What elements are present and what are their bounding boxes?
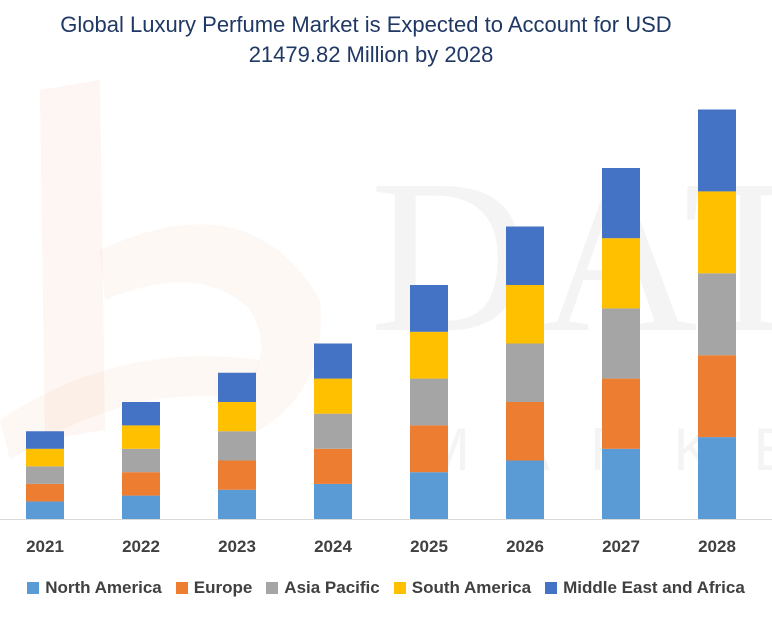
bar-north-america-2025 <box>410 472 448 519</box>
bar-south-america-2023 <box>218 402 256 432</box>
bar-south-america-2022 <box>122 425 160 449</box>
stacked-bar-chart: 2021 2022 2023 2024 2025 2026 2027 2028 <box>0 109 772 556</box>
bar-europe-2028 <box>698 355 736 438</box>
bar-europe-2027 <box>602 378 640 449</box>
legend-swatch-europe <box>175 582 188 594</box>
bar-europe-2025 <box>410 425 448 473</box>
bar-europe-2021 <box>26 483 64 502</box>
bar-europe-2026 <box>506 402 544 461</box>
bar-north-america-2028 <box>698 437 736 519</box>
bar-south-america-2028 <box>698 191 736 274</box>
bar-middle-east-and-africa-2026 <box>506 226 544 285</box>
bar-middle-east-and-africa-2021 <box>26 431 64 449</box>
bar-north-america-2027 <box>602 448 640 519</box>
bar-europe-2024 <box>314 448 352 484</box>
legend-swatch-middle-east-and-africa <box>545 582 558 594</box>
legend-swatch-north-america <box>27 582 40 594</box>
bar-north-america-2021 <box>26 501 64 519</box>
chart-title-line2: 21479.82 Million by 2028 <box>248 42 494 67</box>
legend-label-europe: Europe <box>193 578 253 597</box>
legend-item-asia-pacific: Asia Pacific <box>266 578 380 598</box>
x-tick-label-2025: 2025 <box>410 537 448 556</box>
x-tick-label-2026: 2026 <box>506 537 544 556</box>
bar-north-america-2022 <box>122 495 160 519</box>
bar-asia-pacific-2025 <box>410 378 448 426</box>
chart-title: Global Luxury Perfume Market is Expected… <box>0 10 772 70</box>
x-tick-label-2021: 2021 <box>26 537 64 556</box>
bar-asia-pacific-2024 <box>314 413 352 449</box>
bar-middle-east-and-africa-2028 <box>698 109 736 192</box>
x-tick-label-2022: 2022 <box>122 537 160 556</box>
bar-south-america-2024 <box>314 378 352 414</box>
x-tick-label-2023: 2023 <box>218 537 256 556</box>
bar-south-america-2026 <box>506 285 544 344</box>
bar-asia-pacific-2021 <box>26 466 64 484</box>
bar-north-america-2026 <box>506 460 544 519</box>
x-tick-label-2024: 2024 <box>314 537 352 556</box>
legend-item-middle-east-and-africa: Middle East and Africa <box>545 578 745 598</box>
bar-europe-2022 <box>122 472 160 496</box>
bar-asia-pacific-2022 <box>122 448 160 473</box>
chart-title-line1: Global Luxury Perfume Market is Expected… <box>60 12 672 37</box>
legend-label-asia-pacific: Asia Pacific <box>284 578 380 597</box>
bar-south-america-2027 <box>602 238 640 309</box>
legend-label-north-america: North America <box>45 578 162 597</box>
bar-middle-east-and-africa-2027 <box>602 168 640 239</box>
bar-europe-2023 <box>218 460 256 490</box>
bar-asia-pacific-2027 <box>602 308 640 379</box>
x-tick-label-2027: 2027 <box>602 537 640 556</box>
bar-asia-pacific-2026 <box>506 343 544 402</box>
x-tick-label-2028: 2028 <box>698 537 736 556</box>
bar-middle-east-and-africa-2024 <box>314 343 352 379</box>
bar-asia-pacific-2023 <box>218 431 256 461</box>
legend-item-north-america: North America <box>27 578 162 598</box>
bar-north-america-2024 <box>314 483 352 519</box>
bar-middle-east-and-africa-2022 <box>122 402 160 426</box>
bar-north-america-2023 <box>218 489 256 519</box>
chart-legend: North America Europe Asia Pacific South … <box>0 574 772 602</box>
legend-swatch-asia-pacific <box>266 582 279 594</box>
bar-asia-pacific-2028 <box>698 273 736 356</box>
bar-middle-east-and-africa-2025 <box>410 285 448 332</box>
bar-south-america-2021 <box>26 448 64 467</box>
legend-item-europe: Europe <box>175 578 253 598</box>
legend-swatch-south-america <box>393 582 406 594</box>
legend-item-south-america: South America <box>393 578 532 598</box>
legend-label-middle-east-and-africa: Middle East and Africa <box>563 578 745 597</box>
bar-south-america-2025 <box>410 331 448 379</box>
bar-middle-east-and-africa-2023 <box>218 372 256 402</box>
legend-label-south-america: South America <box>411 578 532 597</box>
